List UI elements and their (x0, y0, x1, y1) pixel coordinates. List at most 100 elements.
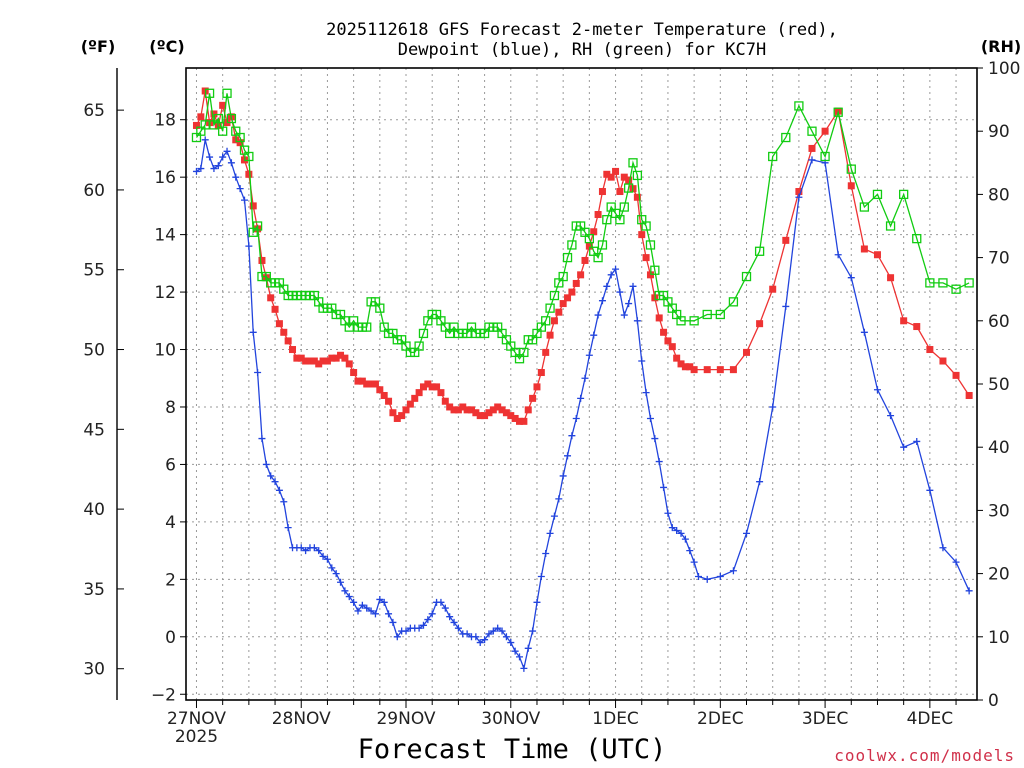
dewpoint-point (913, 437, 921, 445)
rh-point (204, 88, 215, 98)
temperature-point (655, 314, 663, 322)
celsius-tick-label: 10 (154, 341, 176, 361)
temperature-point (402, 406, 410, 414)
temperature-point (564, 294, 572, 302)
dewpoint-point (267, 472, 275, 480)
dewpoint-point (524, 644, 532, 652)
dewpoint-point (192, 167, 200, 175)
x-tick-label: 3DEC (802, 709, 849, 729)
dewpoint-point (507, 639, 515, 647)
temperature-point (873, 251, 881, 259)
temperature-point (297, 354, 305, 362)
dewpoint-point (572, 414, 580, 422)
dewpoint-point (607, 271, 615, 279)
fahrenheit-tick-label: 40 (83, 500, 105, 520)
temperature-point (939, 357, 947, 365)
dewpoint-point (345, 593, 353, 601)
rh-point (912, 233, 922, 244)
fahrenheit-tick-label: 60 (83, 181, 105, 201)
rh-point (602, 215, 612, 225)
celsius-tick-label: −2 (151, 685, 176, 705)
temperature-point (703, 366, 711, 374)
temperature-point (398, 412, 406, 420)
dewpoint-point (219, 153, 227, 161)
temperature-point (524, 406, 532, 414)
rh-tick-label: 50 (988, 375, 1010, 395)
temperature-point (385, 397, 393, 405)
temperature-point (511, 414, 519, 422)
temperature-point (371, 380, 379, 388)
dewpoint-point (559, 472, 567, 480)
temperature-point (559, 300, 567, 308)
dewpoint-point (319, 552, 327, 560)
dewpoint-point (441, 604, 449, 612)
temperature-point (642, 254, 650, 262)
temperature-point (590, 228, 598, 236)
temperature-point (546, 331, 554, 339)
temperature-point (406, 400, 414, 408)
fahrenheit-tick-label: 55 (83, 261, 105, 281)
dewpoint-point (660, 483, 668, 491)
temperature-point (498, 406, 506, 414)
dewpoint-point (214, 162, 222, 170)
temperature-point (428, 383, 436, 391)
rh-point (650, 265, 660, 275)
temperature-point (363, 380, 371, 388)
dewpoint-point (847, 274, 855, 282)
dewpoint-point (668, 524, 676, 532)
dewpoint-point (965, 587, 973, 595)
rh-tick-label: 10 (988, 628, 1010, 648)
grid-lines (186, 68, 977, 700)
rh-point (615, 215, 625, 225)
temperature-point (485, 409, 493, 417)
dewpoint-point (240, 196, 248, 204)
celsius-tick-label: 18 (154, 111, 176, 131)
temperature-point (808, 144, 816, 152)
temperature-line (195, 90, 970, 422)
dewpoint-point (808, 156, 816, 164)
dewpoint-point (262, 460, 270, 468)
rh-point (558, 271, 568, 282)
temperature-point (306, 357, 314, 365)
temperature-point (441, 397, 449, 405)
rh-point (885, 221, 896, 231)
rh-point (222, 88, 232, 98)
rh-tick-label: 0 (988, 691, 999, 711)
temperature-point (716, 366, 724, 374)
dewpoint-point (756, 478, 764, 486)
dewpoint-point (332, 570, 340, 578)
dewpoint-point (612, 265, 620, 273)
temperature-point (280, 328, 288, 336)
dewpoint-point (446, 613, 454, 621)
dewpoint-point (651, 435, 659, 443)
dewpoint-point (380, 598, 388, 606)
dewpoint-point (302, 547, 310, 555)
dewpoint-point (236, 185, 244, 193)
rh-point (676, 316, 686, 326)
temperature-point (507, 412, 515, 420)
temperature-point (729, 366, 737, 374)
rh-point (375, 303, 385, 313)
temperature-point (668, 343, 676, 351)
rh-point (584, 233, 595, 244)
dewpoint-point (642, 389, 650, 397)
fahrenheit-tick-label: 30 (83, 660, 105, 680)
dewpoint-point (795, 193, 803, 201)
temperature-point (607, 173, 615, 181)
series-layer (191, 87, 974, 672)
dewpoint-point (197, 165, 205, 173)
temperature-point (463, 406, 471, 414)
temperature-point (616, 188, 624, 196)
rh-point (951, 284, 961, 294)
dewpoint-point (275, 486, 283, 494)
rh-tick-label: 20 (988, 565, 1010, 585)
fahrenheit-tick-label: 50 (83, 341, 105, 361)
temperature-point (284, 337, 292, 345)
temperature-point (633, 193, 641, 201)
dewpoint-point (555, 495, 563, 503)
temperature-point (612, 167, 620, 175)
rh-tick-label: 60 (988, 312, 1010, 332)
celsius-tick-label: 6 (165, 455, 176, 475)
temperature-point (476, 412, 484, 420)
temperature-point (690, 366, 698, 374)
